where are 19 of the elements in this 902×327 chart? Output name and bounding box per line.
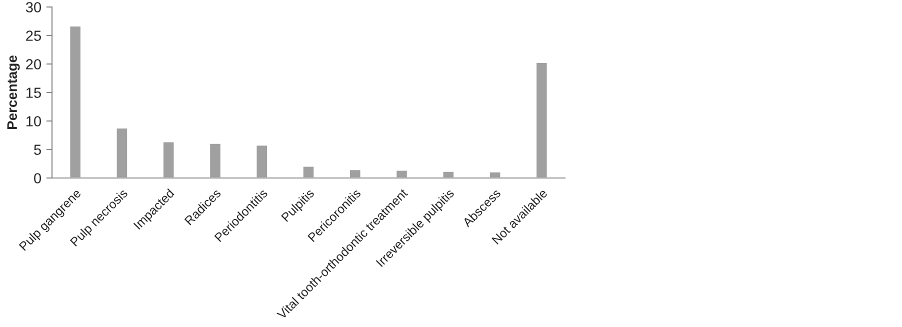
bar — [208, 142, 222, 178]
bar — [302, 165, 316, 178]
bar — [535, 62, 548, 178]
y-tick-label: 10 — [26, 116, 42, 126]
bar — [348, 168, 362, 178]
bar — [442, 170, 455, 178]
y-axis-title: Percentage — [7, 56, 20, 130]
bar — [255, 144, 268, 178]
y-tick-label: 15 — [26, 88, 41, 98]
y-tick-label: 0 — [34, 173, 42, 184]
bar — [488, 171, 502, 178]
bar — [68, 25, 82, 178]
bar — [395, 169, 408, 178]
bar — [162, 140, 176, 178]
bar — [115, 127, 128, 178]
y-tick-label: 25 — [26, 30, 41, 41]
y-tick-label: 5 — [34, 144, 41, 155]
y-tick-label: 20 — [26, 59, 42, 70]
y-tick-label: 30 — [26, 2, 42, 12]
